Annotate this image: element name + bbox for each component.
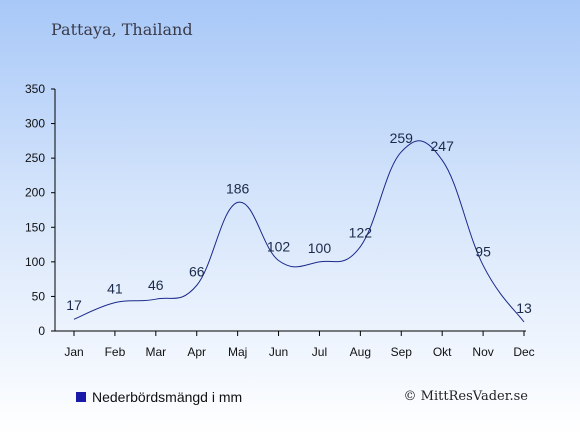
- x-tick-label: Jan: [64, 345, 83, 359]
- x-tick-label: Dec: [513, 345, 534, 359]
- axes: [51, 88, 526, 336]
- data-label: 102: [267, 238, 291, 254]
- y-tick-label: 50: [32, 289, 46, 303]
- chart-title: Pattaya, Thailand: [51, 20, 193, 39]
- data-label: 66: [189, 263, 205, 279]
- y-tick-label: 300: [25, 117, 45, 131]
- data-label: 247: [431, 138, 455, 154]
- data-label: 259: [390, 130, 414, 146]
- x-tick-label: Maj: [228, 345, 247, 359]
- y-tick-label: 0: [38, 324, 45, 338]
- data-label: 13: [516, 300, 532, 316]
- series-line: [73, 140, 525, 323]
- x-tick-label: Jun: [269, 345, 288, 359]
- copyright-text: © MittResVader.se: [403, 389, 528, 404]
- legend-swatch: [76, 392, 86, 402]
- data-labels: 17 41 46 66 186 102 100 122 259 247 95 13: [66, 130, 532, 316]
- y-tick-label: 100: [25, 255, 45, 269]
- x-tick-label: Feb: [105, 345, 126, 359]
- x-tick-label: Apr: [187, 345, 206, 359]
- y-tick-labels: 0 50 100 150 200 250 300 350: [25, 82, 45, 338]
- legend: Nederbördsmängd i mm: [76, 389, 242, 405]
- x-tick-label: Nov: [472, 345, 493, 359]
- x-tick-label: Okt: [433, 345, 452, 359]
- x-tick-label: Sep: [391, 345, 413, 359]
- y-tick-label: 350: [25, 82, 45, 96]
- y-tick-label: 150: [25, 220, 45, 234]
- data-label: 100: [308, 240, 332, 256]
- y-tick-label: 250: [25, 151, 45, 165]
- data-label: 122: [349, 225, 373, 241]
- data-label: 186: [226, 180, 250, 196]
- data-label: 46: [148, 277, 164, 293]
- data-label: 95: [475, 243, 491, 259]
- x-tick-label: Jul: [312, 345, 327, 359]
- data-label: 41: [107, 281, 123, 297]
- y-tick-label: 200: [25, 186, 45, 200]
- x-tick-label: Aug: [350, 345, 371, 359]
- data-label: 17: [66, 297, 82, 313]
- x-tick-labels: Jan Feb Mar Apr Maj Jun Jul Aug Sep Okt Nov Dec: [64, 345, 534, 359]
- legend-label: Nederbördsmängd i mm: [92, 389, 243, 405]
- x-tick-label: Mar: [145, 345, 166, 359]
